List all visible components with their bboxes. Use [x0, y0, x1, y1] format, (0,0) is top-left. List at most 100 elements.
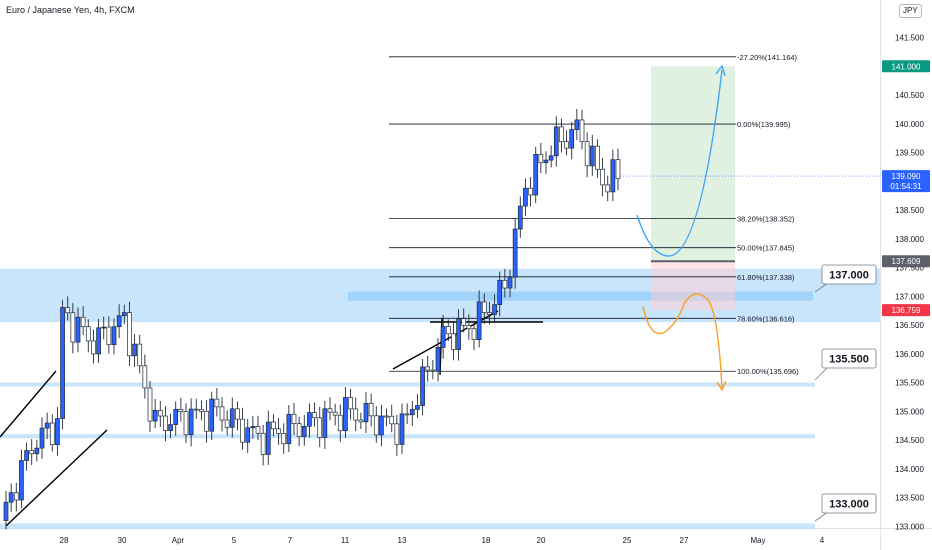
candle [214, 398, 220, 408]
fib-level-label: 61.80%(137.338) [737, 273, 795, 282]
candle [34, 447, 40, 455]
candle [85, 326, 91, 342]
candle [553, 126, 559, 157]
trend-line [0, 370, 57, 438]
candle [55, 418, 60, 446]
x-tick-label: 25 [623, 536, 632, 545]
zone-callout-box [821, 493, 877, 514]
candle [440, 325, 446, 348]
candle [245, 427, 251, 443]
candle [384, 415, 389, 418]
candle [322, 408, 328, 438]
candle [368, 402, 374, 417]
fib-level-label: 38.20%(138.352) [737, 215, 795, 224]
y-tick-label: 140.000 [895, 120, 924, 129]
y-tick-label: 136.000 [895, 350, 924, 359]
candle [543, 159, 549, 164]
x-tick-label: 13 [398, 536, 407, 545]
candle [379, 415, 384, 436]
candle [250, 426, 256, 429]
y-tick-label: 138.500 [895, 206, 924, 215]
y-tick-label: 133.500 [895, 494, 924, 503]
y-tick-label: 134.000 [895, 465, 924, 474]
candle [497, 279, 503, 305]
candle [487, 312, 492, 315]
candles-group [3, 108, 621, 530]
candle [307, 412, 312, 427]
x-tick-label: 18 [482, 536, 491, 545]
candle [610, 159, 616, 193]
trend-line [5, 429, 108, 527]
callout-leader [814, 511, 829, 522]
support-zone [0, 523, 815, 530]
fib-level-label: 78.60%(136.616) [737, 314, 795, 323]
candle [106, 326, 112, 346]
candle [296, 423, 302, 437]
candle [286, 413, 292, 445]
price-tag-label: 137.609 [892, 257, 921, 266]
position-stop-area [651, 261, 735, 311]
candle [152, 409, 158, 422]
candle [132, 343, 137, 357]
y-tick-label: 133.000 [895, 522, 924, 531]
candle [44, 422, 50, 429]
price-tag [882, 60, 930, 73]
y-tick-label: 134.500 [895, 436, 924, 445]
zone-inner-band [348, 291, 813, 301]
support-zone [0, 382, 815, 387]
candle [337, 414, 343, 432]
candle [127, 312, 132, 357]
candle [409, 409, 415, 416]
candle [430, 369, 436, 372]
currency-button[interactable]: JPY [899, 4, 922, 18]
candle [445, 325, 451, 335]
candle [8, 492, 14, 503]
candle [415, 405, 420, 410]
candle [65, 307, 71, 314]
candle [147, 387, 153, 422]
candle [229, 408, 235, 428]
x-tick-label: Apr [172, 536, 185, 545]
candle [579, 119, 585, 142]
callout-leader [814, 282, 829, 293]
y-tick-label: 137.500 [895, 264, 924, 273]
candle [348, 397, 353, 410]
candle [584, 141, 590, 167]
candle [137, 343, 143, 367]
candle [281, 432, 287, 445]
candle [605, 184, 611, 193]
candle [235, 408, 240, 420]
y-tick-label: 138.000 [895, 235, 924, 244]
bullish-arrowhead [715, 64, 726, 77]
x-tick-label: 27 [680, 536, 689, 545]
price-tag-label: 139.090 [892, 172, 921, 181]
y-tick-label: 140.500 [895, 91, 924, 100]
y-tick-label: 136.500 [895, 321, 924, 330]
candle [425, 366, 431, 371]
candle [111, 326, 117, 346]
fib-level-label: 50.00%(137.845) [737, 244, 795, 253]
candle [29, 450, 35, 455]
candle [533, 153, 539, 196]
candle [502, 279, 508, 289]
candle [173, 408, 179, 425]
candle [327, 408, 333, 413]
candle [80, 316, 86, 328]
candle [363, 402, 369, 423]
candle [312, 412, 317, 419]
x-tick-label: 20 [537, 536, 546, 545]
candle [595, 145, 600, 170]
fib-level-label: -27.20%(141.164) [737, 53, 798, 62]
candle [564, 141, 569, 149]
candle [209, 398, 215, 432]
candle [291, 413, 297, 424]
candle [19, 460, 24, 501]
price-scale[interactable] [880, 0, 932, 550]
candle [301, 425, 307, 437]
x-tick-label: 11 [341, 536, 350, 545]
x-tick-label: 7 [288, 536, 293, 545]
candle [24, 450, 29, 461]
price-tag-label: 141.000 [892, 62, 921, 71]
y-tick-label: 135.000 [895, 407, 924, 416]
